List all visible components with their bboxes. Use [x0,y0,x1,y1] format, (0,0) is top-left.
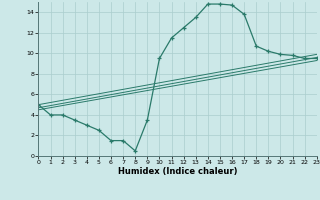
X-axis label: Humidex (Indice chaleur): Humidex (Indice chaleur) [118,167,237,176]
